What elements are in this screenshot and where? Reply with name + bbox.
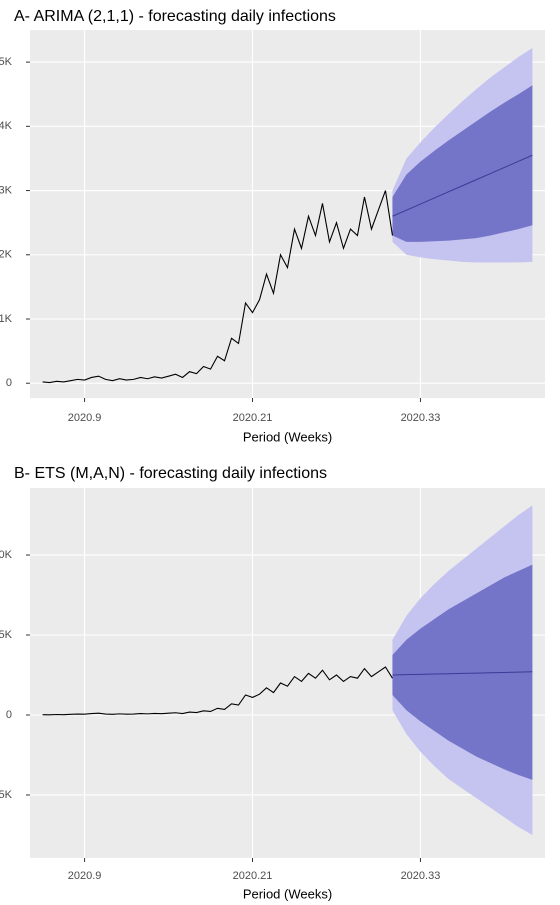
data-line [42,666,393,716]
x-tick-label: 2020.9 [68,412,102,424]
x-tick-label: 2020.21 [233,412,273,424]
x-axis-title: Period (Weeks) [243,429,332,444]
y-tick-label: 5K [0,629,13,641]
y-tick-label: 1K [0,313,13,325]
chart-title: B- ETS (M,A,N) - forecasting daily infec… [14,465,327,482]
forecast-band [392,564,533,780]
x-axis-title: Period (Weeks) [243,886,332,901]
y-tick-label: 3K [0,184,13,196]
y-tick-label: 10K [0,549,13,561]
forecast-line [392,671,533,676]
x-tick-label: 2020.9 [68,870,102,882]
y-tick-label: 0 [6,709,12,721]
x-tick-label: 2020.21 [233,870,273,882]
data-line [42,190,394,384]
x-tick-label: 2020.33 [401,870,441,882]
forecast-band [392,85,533,242]
y-tick-label: 2K [0,249,13,261]
y-tick-label: 0 [6,377,12,389]
forecast-line [392,154,533,217]
y-tick-label: 5K [0,56,13,68]
y-tick-label: -5K [0,789,13,801]
chart-title: A- ARIMA (2,1,1) - forecasting daily inf… [14,8,336,25]
y-tick-label: 4K [0,120,13,132]
x-tick-label: 2020.33 [401,412,441,424]
